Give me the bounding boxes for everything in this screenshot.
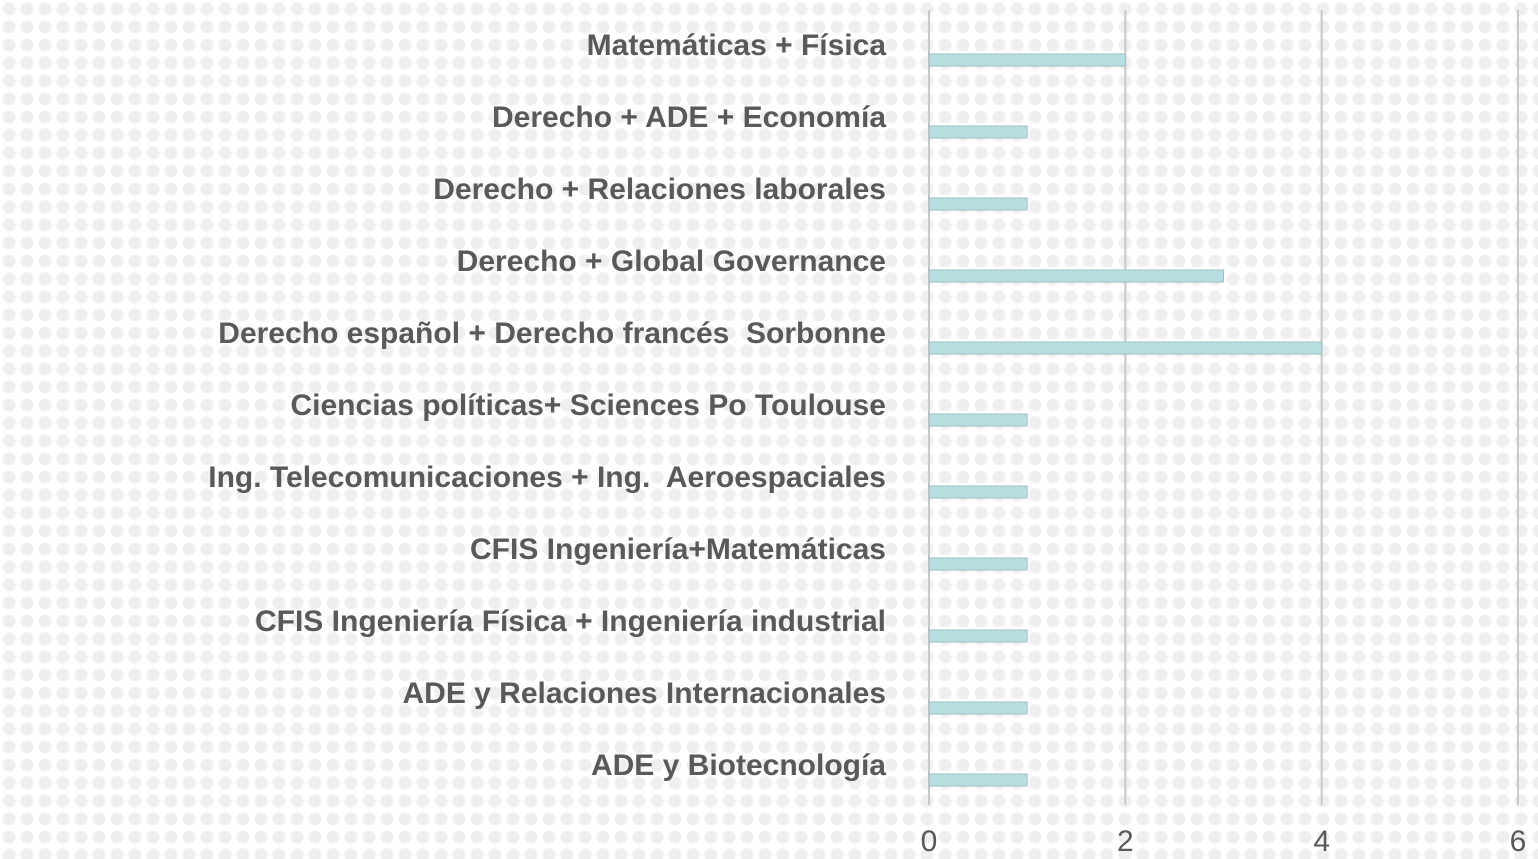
- y-tick-label: Matemáticas + Física: [587, 29, 887, 62]
- bar: [928, 197, 1028, 211]
- bar: [928, 773, 1028, 787]
- bar: [928, 341, 1323, 355]
- bar: [928, 485, 1028, 499]
- y-tick-label: Derecho español + Derecho francés Sorbon…: [218, 317, 886, 350]
- y-tick-label: Ciencias políticas+ Sciences Po Toulouse: [291, 389, 887, 422]
- y-tick-label: ADE y Relaciones Internacionales: [402, 677, 886, 710]
- x-tick-label: 2: [1117, 825, 1134, 858]
- bar: [928, 269, 1224, 283]
- bar: [928, 413, 1028, 427]
- y-tick-label: Derecho + ADE + Economía: [492, 101, 886, 134]
- bar: [928, 701, 1028, 715]
- x-tick-label: 0: [921, 825, 938, 858]
- y-tick-label: ADE y Biotecnología: [591, 749, 886, 782]
- x-tick-label: 6: [1510, 825, 1527, 858]
- y-tick-label: Derecho + Relaciones laborales: [433, 173, 886, 206]
- bar: [928, 125, 1028, 139]
- x-tick-label: 4: [1313, 825, 1330, 858]
- y-tick-label: Derecho + Global Governance: [457, 245, 886, 278]
- y-tick-label: CFIS Ingeniería Física + Ingeniería indu…: [255, 605, 886, 638]
- bar: [928, 557, 1028, 571]
- bar: [928, 629, 1028, 643]
- y-tick-label: Ing. Telecomunicaciones + Ing. Aeroespac…: [208, 461, 886, 494]
- bar: [928, 53, 1126, 67]
- y-tick-label: CFIS Ingeniería+Matemáticas: [470, 533, 886, 566]
